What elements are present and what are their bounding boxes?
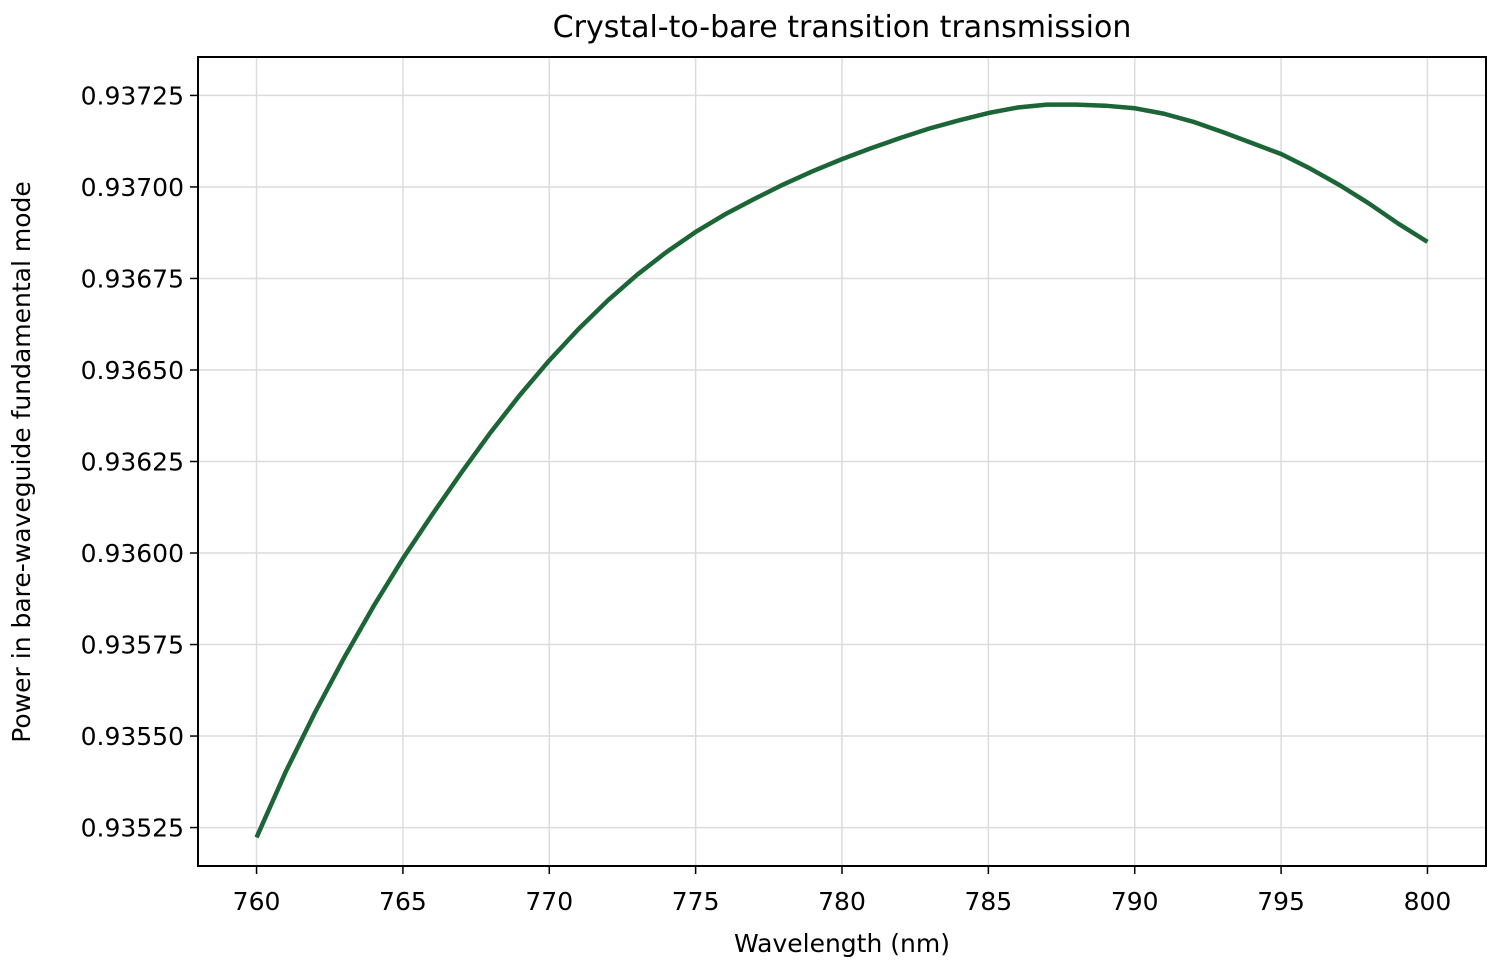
x-tick-label: 770 bbox=[525, 887, 573, 916]
x-tick-label: 765 bbox=[379, 887, 427, 916]
y-tick-label: 0.93550 bbox=[81, 722, 184, 751]
x-tick-label: 795 bbox=[1257, 887, 1305, 916]
y-tick-label: 0.93575 bbox=[81, 631, 184, 660]
y-tick-label: 0.93725 bbox=[81, 81, 184, 110]
x-tick-label: 800 bbox=[1404, 887, 1452, 916]
x-tick-label: 760 bbox=[233, 887, 281, 916]
grid bbox=[198, 57, 1486, 866]
y-tick-label: 0.93625 bbox=[81, 448, 184, 477]
x-tick-label: 785 bbox=[965, 887, 1013, 916]
y-tick-label: 0.93650 bbox=[81, 356, 184, 385]
x-axis-label: Wavelength (nm) bbox=[734, 929, 950, 958]
y-tick-label: 0.93675 bbox=[81, 264, 184, 293]
series-line-0 bbox=[254, 102, 1429, 839]
chart-title: Crystal-to-bare transition transmission bbox=[553, 10, 1132, 45]
y-axis-label: Power in bare-waveguide fundamental mode bbox=[7, 181, 36, 743]
x-tick-label: 775 bbox=[672, 887, 720, 916]
y-tick-label: 0.93525 bbox=[81, 814, 184, 843]
y-tick-label: 0.93700 bbox=[81, 173, 184, 202]
x-tick-label: 790 bbox=[1111, 887, 1159, 916]
series-layer bbox=[254, 102, 1429, 839]
y-tick-label: 0.93600 bbox=[81, 539, 184, 568]
y-axis: 0.93525 0.93550 0.93575 0.93600 0.93625 0.936… bbox=[81, 81, 198, 843]
x-tick-label: 780 bbox=[818, 887, 866, 916]
x-axis: 760 765 770 775 780 785 790 795 800 bbox=[233, 866, 1452, 916]
